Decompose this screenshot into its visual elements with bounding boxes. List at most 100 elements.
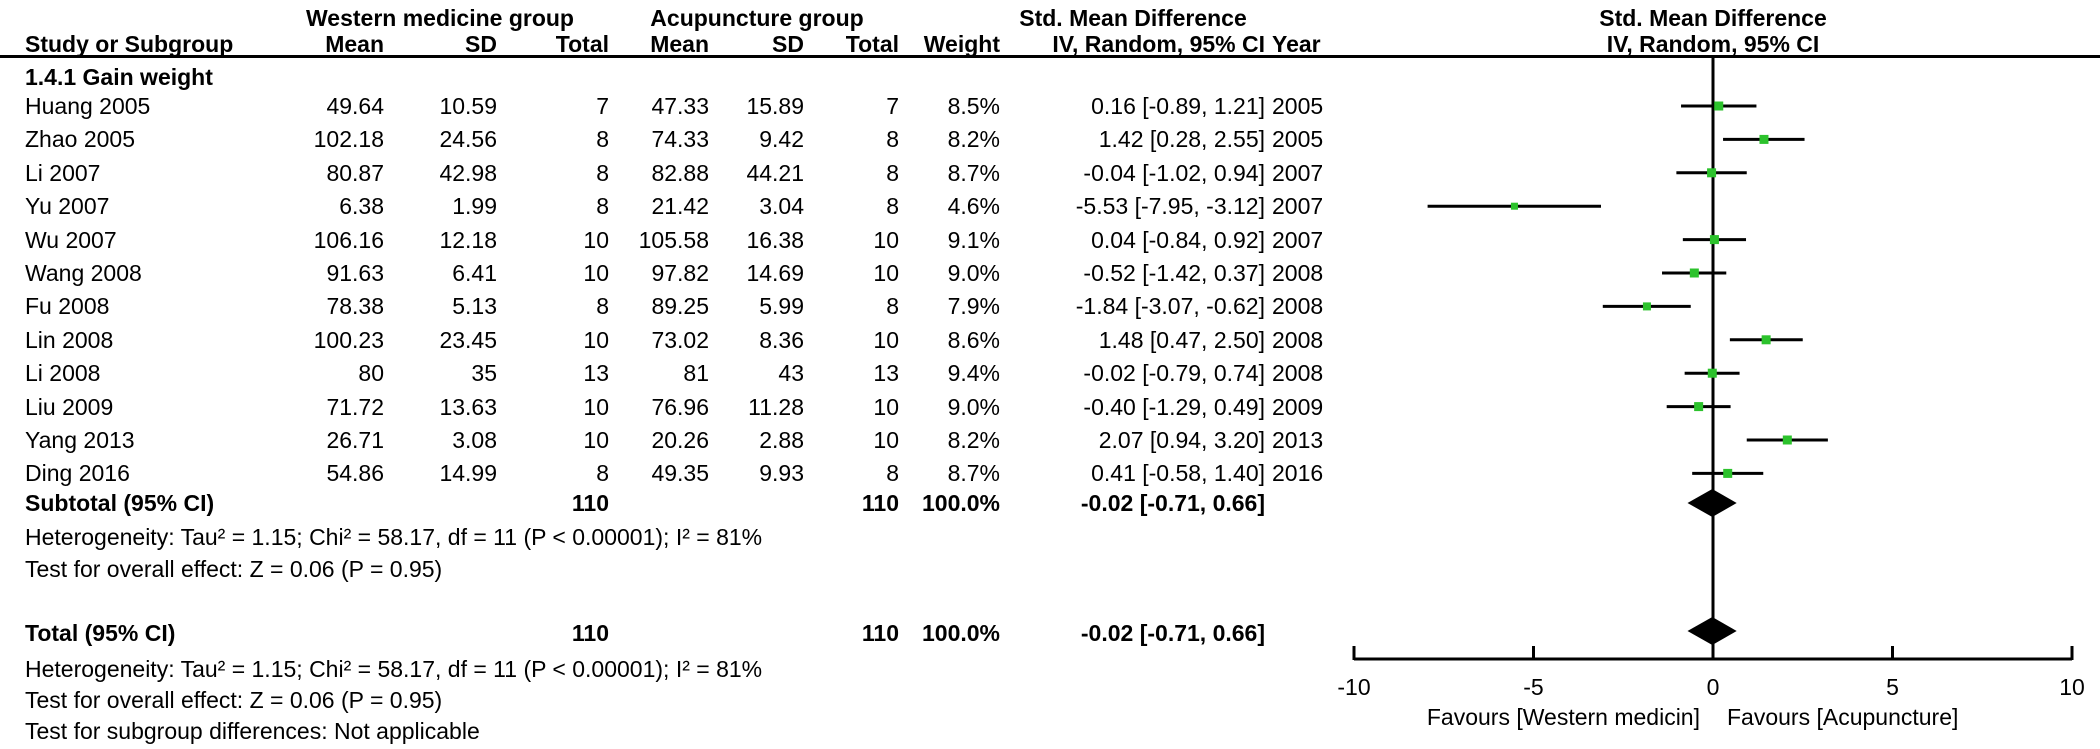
total-acu-total: 110 <box>861 620 899 646</box>
wm-total-value: 8 <box>596 460 609 487</box>
wm-mean-value: 80 <box>358 360 384 387</box>
study-label: Huang 2005 <box>25 93 151 119</box>
col-header-weight: Weight <box>923 31 1000 57</box>
wm-sd-value: 5.13 <box>452 293 497 320</box>
year-value: 2008 <box>1272 260 1324 286</box>
weight-value: 8.7% <box>947 460 1000 487</box>
tick-label: 10 <box>2059 674 2085 700</box>
wm-mean-value: 49.64 <box>326 93 384 119</box>
wm-sd-value: 24.56 <box>439 126 497 153</box>
subgroup-differences-text: Test for subgroup differences: Not appli… <box>25 718 480 744</box>
acu-mean-value: 49.35 <box>651 460 709 487</box>
acu-mean-value: 105.58 <box>638 226 709 253</box>
ci-text: -0.02 [-0.79, 0.74] <box>1083 360 1265 387</box>
year-value: 2007 <box>1272 226 1324 253</box>
acu-mean-value: 97.82 <box>651 260 709 286</box>
acu-total-value: 8 <box>886 193 899 220</box>
acu-total-value: 8 <box>886 159 899 186</box>
subtotal-label: Subtotal (95% CI) <box>25 490 215 516</box>
acu-mean-value: 21.42 <box>651 193 709 220</box>
header-divider <box>0 55 2100 58</box>
study-label: Li 2008 <box>25 360 101 387</box>
effect-marker <box>1723 468 1733 478</box>
acu-sd-value: 9.42 <box>759 126 804 153</box>
tick-label: 0 <box>1707 674 1720 700</box>
year-value: 2008 <box>1272 293 1324 320</box>
col-header-year: Year <box>1272 31 1321 57</box>
favours-left-label: Favours [Western medicin] <box>1427 704 1700 730</box>
acu-sd-value: 15.89 <box>746 93 804 119</box>
tick-label: -5 <box>1523 674 1543 700</box>
tick-label: -10 <box>1337 674 1370 700</box>
wm-total-value: 8 <box>596 193 609 220</box>
col-header-ci: IV, Random, 95% CI <box>1052 31 1265 57</box>
col-header-acu-mean: Mean <box>650 31 709 57</box>
subgroup-heterogeneity-text: Heterogeneity: Tau² = 1.15; Chi² = 58.17… <box>25 524 763 550</box>
acu-sd-value: 9.93 <box>759 460 804 487</box>
study-label: Fu 2008 <box>25 293 110 320</box>
year-value: 2008 <box>1272 360 1324 387</box>
acu-total-value: 10 <box>873 260 899 286</box>
ci-text: 0.04 [-0.84, 0.92] <box>1091 226 1265 253</box>
plot-header-line1: Std. Mean Difference <box>1599 5 1827 31</box>
ci-text: -0.04 [-1.02, 0.94] <box>1083 159 1265 186</box>
weight-value: 9.0% <box>947 393 1000 420</box>
weight-value: 4.6% <box>947 193 1000 220</box>
acu-mean-value: 76.96 <box>651 393 709 420</box>
wm-mean-value: 6.38 <box>339 193 384 220</box>
col-header-wm-mean: Mean <box>325 31 384 57</box>
wm-total-value: 8 <box>596 126 609 153</box>
wm-total-value: 10 <box>583 427 609 453</box>
ci-text: -0.52 [-1.42, 0.37] <box>1083 260 1265 286</box>
year-value: 2016 <box>1272 460 1324 487</box>
year-value: 2007 <box>1272 159 1324 186</box>
acu-sd-value: 3.04 <box>759 193 804 220</box>
effect-marker <box>1642 302 1651 311</box>
wm-total-value: 10 <box>583 393 609 420</box>
weight-value: 8.5% <box>947 93 1000 119</box>
acu-sd-value: 44.21 <box>746 159 804 186</box>
ci-text: -5.53 [-7.95, -3.12] <box>1075 193 1265 220</box>
year-value: 2005 <box>1272 93 1324 119</box>
effect-marker <box>1707 168 1717 178</box>
study-label: Zhao 2005 <box>25 126 135 153</box>
study-label: Yu 2007 <box>25 193 110 220</box>
col-header-wm-total: Total <box>555 31 609 57</box>
total-label: Total (95% CI) <box>25 620 176 646</box>
acu-total-value: 8 <box>886 126 899 153</box>
ci-text: 1.42 [0.28, 2.55] <box>1098 126 1265 153</box>
year-value: 2005 <box>1272 126 1324 153</box>
effect-marker <box>1689 268 1699 278</box>
acu-total-value: 8 <box>886 293 899 320</box>
group-header-smd: Std. Mean Difference <box>1019 5 1247 31</box>
acu-sd-value: 8.36 <box>759 326 804 353</box>
acu-total-value: 10 <box>873 326 899 353</box>
subtotal-weight: 100.0% <box>921 490 1000 516</box>
effect-marker <box>1510 202 1518 210</box>
weight-value: 8.2% <box>947 126 1000 153</box>
wm-mean-value: 106.16 <box>313 226 384 253</box>
effect-marker <box>1714 101 1724 111</box>
wm-mean-value: 71.72 <box>326 393 384 420</box>
wm-total-value: 8 <box>596 293 609 320</box>
year-value: 2007 <box>1272 193 1324 220</box>
study-label: Wu 2007 <box>25 226 117 253</box>
weight-value: 8.7% <box>947 159 1000 186</box>
wm-sd-value: 35 <box>471 360 497 387</box>
acu-total-value: 8 <box>886 460 899 487</box>
wm-total-value: 10 <box>583 326 609 353</box>
wm-total-value: 10 <box>583 260 609 286</box>
wm-sd-value: 6.41 <box>452 260 497 286</box>
effect-marker <box>1759 134 1769 144</box>
study-label: Yang 2013 <box>25 427 135 453</box>
wm-total-value: 8 <box>596 159 609 186</box>
weight-value: 9.1% <box>947 226 1000 253</box>
total-heterogeneity-text: Heterogeneity: Tau² = 1.15; Chi² = 58.17… <box>25 656 763 682</box>
weight-value: 9.0% <box>947 260 1000 286</box>
ci-text: -1.84 [-3.07, -0.62] <box>1075 293 1265 320</box>
wm-total-value: 7 <box>596 93 609 119</box>
subtotal-acu-total: 110 <box>861 490 899 516</box>
acu-total-value: 7 <box>886 93 899 119</box>
weight-value: 8.2% <box>947 427 1000 453</box>
col-header-acu-total: Total <box>845 31 899 57</box>
